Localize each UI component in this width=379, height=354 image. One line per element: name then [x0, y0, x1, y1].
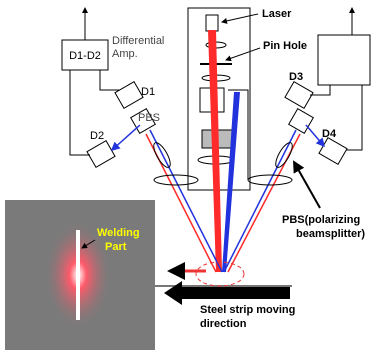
d1-label: D1	[141, 86, 155, 98]
steel-label: Steel strip moving	[200, 304, 295, 316]
diagram: Laser Pin Hole D1-D2 Differential Amp. D…	[0, 0, 379, 354]
steel-label: direction	[200, 318, 247, 330]
laser-label: Laser	[262, 8, 292, 20]
pbs-note: beamsplitter)	[296, 228, 365, 240]
d4-label: D4	[322, 128, 337, 140]
diff-box-label: D1-D2	[69, 50, 101, 62]
optics	[5, 8, 370, 350]
welding-label: Part	[105, 241, 127, 253]
pbs-label: PBS	[138, 112, 160, 124]
welding-label: Welding	[97, 227, 140, 239]
d2-label: D2	[90, 130, 104, 142]
pbs-note: PBS(polarizing	[282, 214, 360, 226]
pin-hole-label: Pin Hole	[263, 40, 307, 52]
diff-amp-label: Differential	[112, 35, 164, 47]
diff-amp-label: Amp.	[112, 48, 138, 60]
d3-label: D3	[289, 71, 303, 83]
